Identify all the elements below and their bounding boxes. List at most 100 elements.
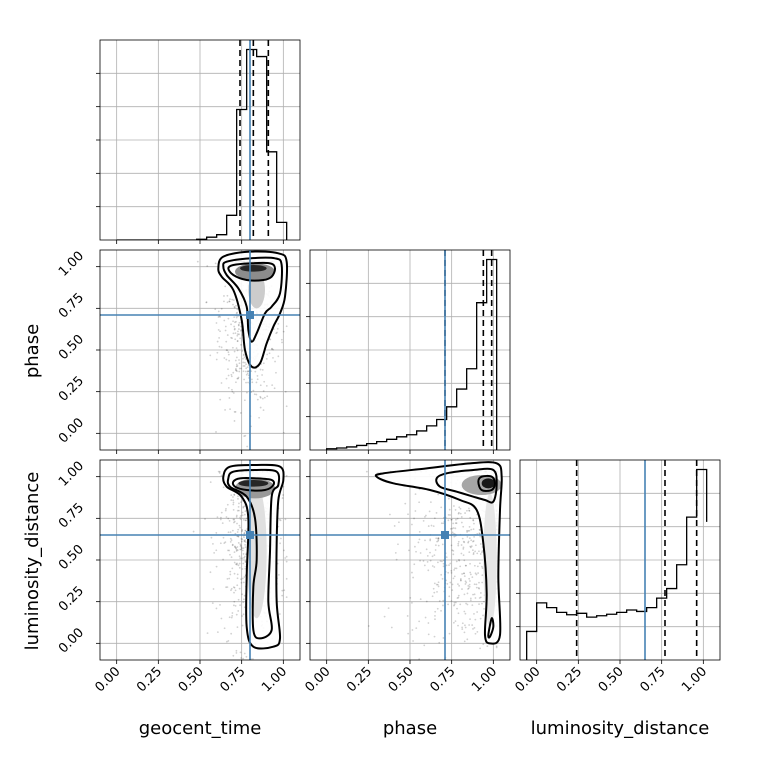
- scatter-point: [469, 562, 471, 565]
- scatter-point: [255, 393, 258, 396]
- scatter-point: [460, 544, 463, 546]
- scatter-point: [236, 308, 239, 311]
- scatter-point: [215, 431, 217, 433]
- scatter-point: [284, 390, 287, 393]
- scatter-point: [242, 562, 245, 565]
- scatter-point: [231, 614, 234, 617]
- scatter-point: [246, 445, 249, 448]
- scatter-point: [447, 497, 450, 500]
- scatter-point: [235, 548, 238, 551]
- scatter-point: [238, 555, 241, 558]
- scatter-point: [232, 320, 234, 323]
- scatter-point: [438, 600, 441, 602]
- scatter-point: [223, 542, 226, 544]
- scatter-point: [464, 612, 467, 615]
- scatter-point: [233, 350, 236, 353]
- scatter-point: [468, 509, 471, 512]
- scatter-point: [262, 409, 265, 412]
- scatter-point: [218, 345, 221, 348]
- scatter-point: [236, 562, 238, 565]
- scatter-point: [238, 509, 240, 512]
- scatter-point: [236, 509, 239, 512]
- scatter-point: [233, 586, 236, 589]
- scatter-point: [235, 365, 238, 368]
- scatter-point: [271, 347, 273, 350]
- scatter-point: [472, 519, 475, 521]
- joint-content: [100, 460, 300, 668]
- scatter-point: [235, 547, 237, 550]
- scatter-point: [427, 622, 430, 624]
- density-blob: [240, 265, 267, 272]
- scatter-point: [228, 397, 231, 399]
- scatter-point: [236, 584, 239, 587]
- scatter-point: [461, 622, 464, 625]
- x-tick-label-luminosity_distance: 0.50: [596, 664, 627, 695]
- scatter-point: [228, 616, 231, 619]
- scatter-point: [418, 658, 421, 660]
- scatter-point: [249, 666, 251, 668]
- panel-luminosity-distance-vs-geocent-time: 0.00 0.25 0.50 0.75 1.00 0.00 0.25 0.50 0.75 1.00: [56, 459, 301, 695]
- histogram-step: [116, 48, 288, 240]
- scatter-point: [239, 516, 241, 519]
- scatter-point: [238, 321, 241, 324]
- scatter-point: [461, 573, 464, 575]
- scatter-point: [273, 387, 276, 390]
- scatter-point: [481, 550, 484, 552]
- scatter-point: [457, 542, 460, 545]
- scatter-point: [433, 582, 436, 585]
- scatter-point: [479, 617, 482, 620]
- scatter-point: [225, 507, 227, 510]
- scatter-point: [452, 522, 455, 525]
- scatter-point: [463, 631, 466, 634]
- y-tick-label-luminosity_distance: 1.00: [56, 459, 87, 490]
- scatter-point: [409, 596, 412, 599]
- scatter-point: [219, 604, 221, 606]
- scatter-point: [437, 544, 440, 547]
- scatter-point: [441, 543, 444, 546]
- scatter-point: [235, 563, 238, 566]
- scatter-point: [427, 525, 430, 527]
- contour-line: [435, 467, 498, 504]
- scatter-point: [239, 545, 242, 547]
- scatter-point: [240, 501, 242, 504]
- scatter-point: [449, 581, 452, 584]
- scatter-point: [425, 514, 427, 517]
- scatter-point: [242, 505, 245, 508]
- scatter-point: [209, 354, 212, 357]
- scatter-point: [453, 535, 456, 538]
- scatter-point: [434, 549, 437, 551]
- scatter-point: [233, 328, 236, 331]
- scatter-point: [423, 644, 426, 647]
- scatter-point: [244, 541, 247, 543]
- scatter-point: [235, 356, 238, 359]
- scatter-point: [234, 546, 236, 548]
- scatter-point: [481, 565, 483, 568]
- scatter-point: [242, 657, 245, 660]
- scatter-point: [242, 581, 245, 584]
- contour-line: [231, 477, 276, 492]
- scatter-point: [437, 585, 440, 588]
- scatter-point: [247, 381, 249, 384]
- scatter-point: [242, 547, 245, 550]
- scatter-point: [472, 552, 475, 554]
- scatter-point: [235, 363, 238, 366]
- scatter-point: [212, 588, 215, 590]
- scatter-point: [462, 546, 465, 549]
- scatter-point: [448, 586, 451, 589]
- scatter-point: [244, 560, 247, 563]
- scatter-point: [469, 597, 472, 600]
- y-tick-label-luminosity_distance: 0.00: [56, 625, 87, 656]
- scatter-point: [478, 550, 480, 553]
- scatter-point: [454, 601, 457, 604]
- scatter-point: [434, 615, 436, 617]
- scatter-point: [442, 604, 444, 607]
- scatter-point: [465, 581, 468, 584]
- scatter-point: [232, 508, 235, 511]
- scatter-point: [472, 540, 475, 542]
- scatter-point: [394, 551, 397, 554]
- scatter-point: [415, 627, 418, 629]
- x-axis-label-phase: phase: [383, 718, 437, 739]
- scatter-point: [275, 332, 278, 335]
- scatter-point: [263, 380, 266, 383]
- contour-line: [222, 256, 283, 343]
